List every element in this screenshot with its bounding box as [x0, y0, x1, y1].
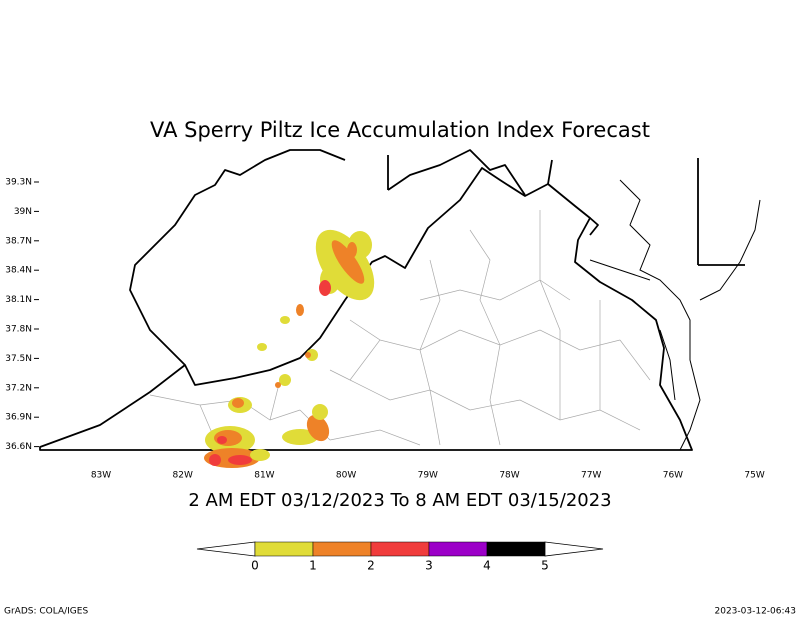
ice-area: [217, 436, 227, 444]
map-geography: [39, 149, 761, 451]
ice-area: [232, 398, 244, 408]
colorbar-high-end: [544, 541, 604, 557]
longitude-label: 79W: [418, 471, 438, 481]
state-border-west-virginia: [129, 149, 526, 366]
latitude-label: 37.8N: [5, 325, 32, 335]
colorbar-label: 1: [309, 559, 317, 573]
footer-left: GrADS: COLA/IGES: [4, 607, 88, 617]
longitude-label: 76W: [663, 471, 683, 481]
latitude-label: 37.2N: [5, 383, 32, 393]
county-lines: [149, 210, 651, 446]
colorbar-swatch: [486, 541, 546, 557]
state-border-virginia: [39, 167, 693, 451]
longitude-label: 81W: [254, 471, 274, 481]
longitude-label: 75W: [744, 471, 764, 481]
longitude-label: 78W: [499, 471, 519, 481]
longitude-label: 82W: [173, 471, 193, 481]
valid-period: 2 AM EDT 03/12/2023 To 8 AM EDT 03/15/20…: [188, 490, 611, 511]
latitude-label: 38.4N: [5, 266, 32, 276]
colorbar-label: 0: [251, 559, 259, 573]
latitude-label: 39.3N: [5, 178, 32, 188]
ice-area: [305, 352, 311, 358]
ice-area: [279, 374, 291, 386]
latitude-labels: 39.3N 39N 38.7N 38.4N 38.1N 37.8N 37.5N 37.2N 36…: [5, 178, 39, 452]
colorbar-label: 4: [483, 559, 491, 573]
colorbar-label: 2: [367, 559, 375, 573]
ice-area: [228, 455, 252, 465]
ice-area: [257, 343, 267, 351]
ice-area: [296, 304, 304, 316]
ice-area: [331, 240, 365, 284]
latitude-label: 39N: [14, 207, 32, 217]
colorbar: 0 1 2 3 4 5: [196, 541, 604, 573]
latitude-label: 37.5N: [5, 354, 32, 364]
colorbar-swatch: [428, 541, 488, 557]
ice-area: [319, 280, 331, 296]
colorbar-swatch: [370, 541, 430, 557]
ice-area: [275, 382, 281, 388]
latitude-label: 36.9N: [5, 413, 32, 423]
colorbar-label: 5: [541, 559, 549, 573]
latitude-label: 38.7N: [5, 236, 32, 246]
latitude-label: 38.1N: [5, 295, 32, 305]
longitude-label: 80W: [336, 471, 356, 481]
latitude-label: 36.6N: [5, 442, 32, 452]
colorbar-low-end: [196, 541, 256, 557]
ice-area: [306, 414, 330, 442]
ice-area: [312, 404, 328, 420]
ice-area: [280, 316, 290, 324]
ice-area: [306, 349, 318, 361]
longitude-labels: 83W 82W 81W 80W 79W 78W 77W 76W 75W: [91, 471, 765, 481]
ice-area: [347, 242, 357, 258]
colorbar-swatch: [254, 541, 314, 557]
footer-right: 2023-03-12-06:43: [715, 607, 797, 617]
ice-area: [282, 429, 318, 445]
ice-area: [250, 449, 270, 461]
ice-accumulation-field: [204, 229, 375, 468]
map-title: VA Sperry Piltz Ice Accumulation Index F…: [150, 118, 650, 142]
ice-area: [209, 454, 221, 466]
colorbar-label: 3: [425, 559, 433, 573]
colorbar-swatch: [312, 541, 372, 557]
longitude-label: 77W: [581, 471, 601, 481]
longitude-label: 83W: [91, 471, 111, 481]
chesapeake-coast: [589, 179, 761, 451]
state-border-maryland: [547, 158, 745, 266]
